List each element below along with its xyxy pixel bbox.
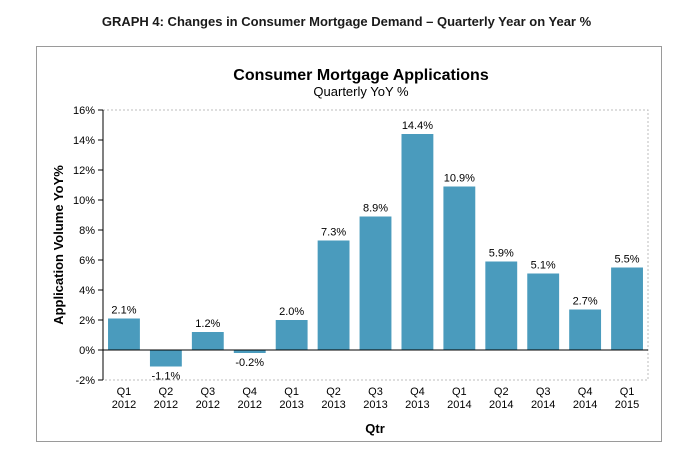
data-label: -0.2% <box>235 357 264 369</box>
page-heading: GRAPH 4: Changes in Consumer Mortgage De… <box>101 14 592 29</box>
y-tick-label: 2% <box>79 315 95 327</box>
x-tick-label-quarter: Q4 <box>410 386 425 398</box>
x-tick-label-quarter: Q2 <box>494 386 509 398</box>
x-tick-label-quarter: Q1 <box>620 386 635 398</box>
data-label: 1.2% <box>195 318 220 330</box>
bar <box>359 216 392 350</box>
x-tick-label-year: 2015 <box>615 399 639 411</box>
x-tick-label-quarter: Q3 <box>536 386 551 398</box>
y-tick-label: 16% <box>73 105 95 117</box>
x-tick-label-year: 2014 <box>573 399 597 411</box>
y-tick-label: 0% <box>79 345 95 357</box>
chart-frame: Consumer Mortgage Applications Quarterly… <box>36 46 662 442</box>
x-axis-label: Qtr <box>365 421 385 436</box>
x-tick-label-quarter: Q4 <box>578 386 593 398</box>
x-tick-label-quarter: Q1 <box>117 386 132 398</box>
data-label: 14.4% <box>402 120 433 132</box>
data-label: -1.1% <box>152 371 181 383</box>
x-tick-label-year: 2012 <box>154 399 178 411</box>
data-label: 2.0% <box>279 306 304 318</box>
y-tick-label: -2% <box>75 375 95 387</box>
bar <box>443 186 476 350</box>
x-tick-label-quarter: Q3 <box>200 386 215 398</box>
x-tick-label-year: 2013 <box>405 399 429 411</box>
bar <box>569 309 602 350</box>
y-tick-label: 14% <box>73 135 95 147</box>
chart: Consumer Mortgage Applications Quarterly… <box>51 67 649 436</box>
x-tick-label-year: 2014 <box>489 399 513 411</box>
data-label: 7.3% <box>321 227 346 239</box>
bar <box>275 320 308 350</box>
x-tick-label-year: 2012 <box>112 399 136 411</box>
y-tick-label: 6% <box>79 255 95 267</box>
x-tick-label-quarter: Q1 <box>452 386 467 398</box>
x-tick-label-quarter: Q1 <box>284 386 299 398</box>
y-axis-label: Application Volume YoY% <box>51 165 66 325</box>
data-label: 5.1% <box>531 260 556 272</box>
x-tick-label-year: 2013 <box>321 399 345 411</box>
x-tick-label-year: 2012 <box>196 399 220 411</box>
chart-subtitle: Quarterly YoY % <box>313 84 409 99</box>
x-tick-label-year: 2014 <box>531 399 555 411</box>
x-tick-label-quarter: Q2 <box>159 386 174 398</box>
x-tick-label-quarter: Q2 <box>326 386 341 398</box>
bar <box>401 134 434 350</box>
data-label: 5.9% <box>489 248 514 260</box>
bar <box>233 350 266 353</box>
x-tick-label-year: 2014 <box>447 399 471 411</box>
data-label: 2.1% <box>111 305 136 317</box>
data-label: 2.7% <box>573 296 598 308</box>
bar <box>317 240 350 350</box>
data-label: 5.5% <box>614 254 639 266</box>
data-label: 10.9% <box>444 173 475 185</box>
data-label: 8.9% <box>363 203 388 215</box>
bar <box>191 332 224 350</box>
bar <box>149 350 182 367</box>
y-tick-label: 10% <box>73 195 95 207</box>
y-tick-label: 4% <box>79 285 95 297</box>
x-tick-label-year: 2013 <box>363 399 387 411</box>
bar <box>108 318 140 350</box>
y-tick-label: 8% <box>79 225 95 237</box>
x-tick-label-year: 2013 <box>279 399 303 411</box>
x-tick-label-quarter: Q4 <box>242 386 257 398</box>
bar <box>485 261 518 350</box>
x-tick-label-quarter: Q3 <box>368 386 383 398</box>
chart-title: Consumer Mortgage Applications <box>233 67 489 84</box>
x-tick-label-year: 2012 <box>237 399 261 411</box>
bar <box>611 267 643 350</box>
bar <box>527 273 560 350</box>
plot-area <box>102 109 649 381</box>
y-tick-label: 12% <box>73 165 95 177</box>
